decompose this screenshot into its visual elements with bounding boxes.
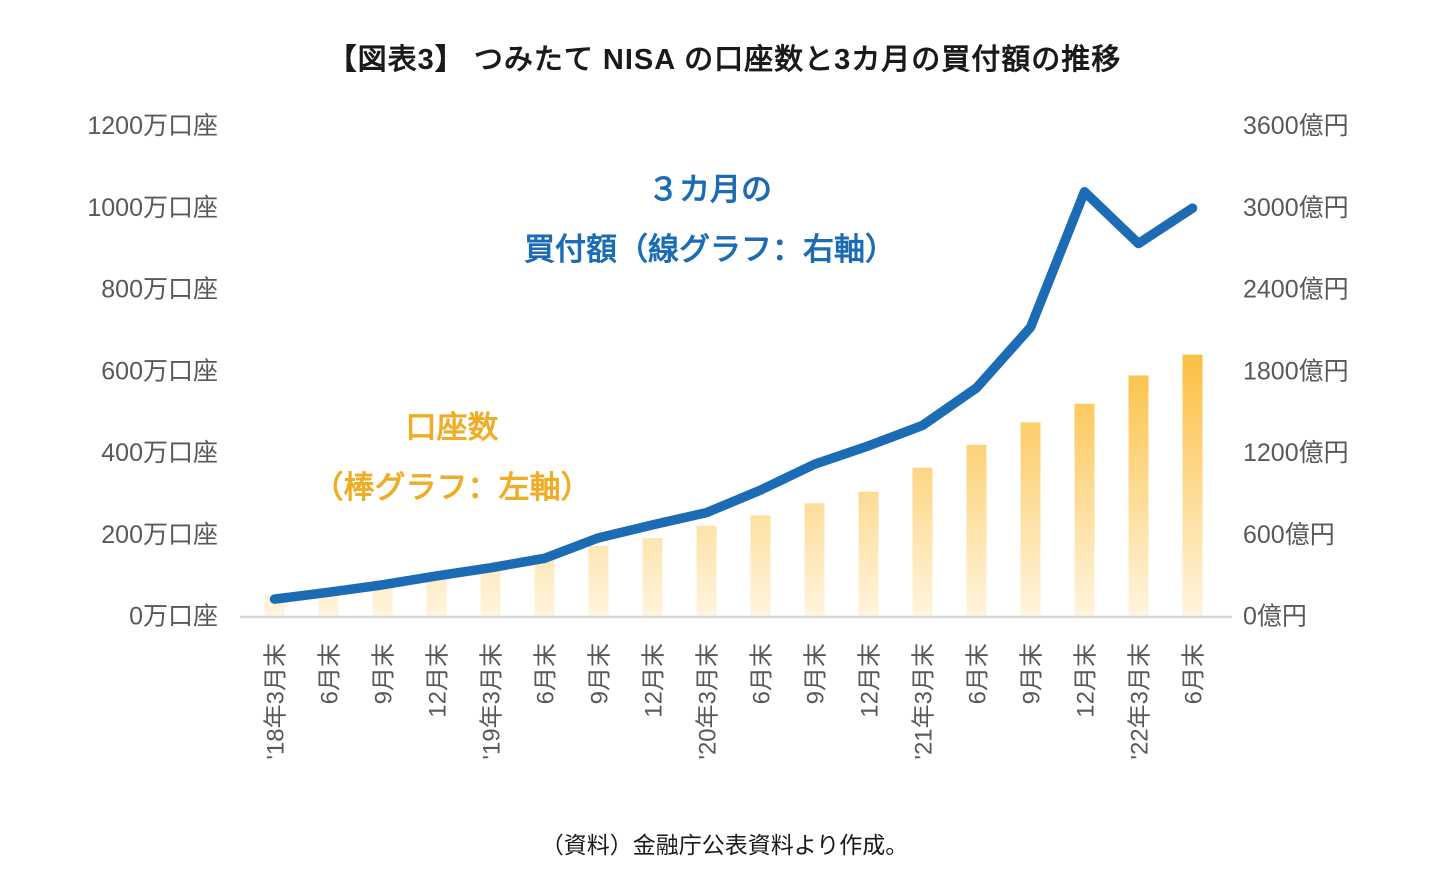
bar-9月末 — [1020, 422, 1041, 616]
x-axis-tick-label: '21年3月末 — [911, 643, 938, 760]
x-axis-tick-label: 12月末 — [425, 643, 452, 718]
bar-'22年3月末 — [1128, 375, 1149, 616]
bar-9月末 — [804, 503, 825, 616]
bar-6月末 — [750, 515, 771, 616]
x-axis-tick-label: '18年3月末 — [263, 643, 290, 760]
bar-12月末 — [642, 538, 663, 616]
bar-6月末 — [1182, 354, 1203, 616]
left-axis-tick-label: 1000万口座 — [87, 194, 218, 222]
x-axis-tick-label: 9月末 — [371, 643, 398, 704]
right-axis-tick-label: 600億円 — [1243, 521, 1335, 549]
x-axis-tick-label: 6月末 — [965, 643, 992, 704]
bar-'19年3月末 — [480, 563, 501, 616]
right-axis-tick-label: 1800億円 — [1243, 357, 1349, 385]
line-series-annotation-line1: ３カ月の — [648, 172, 772, 207]
bar-12月末 — [426, 573, 447, 616]
x-axis-tick-label: 12月末 — [641, 643, 668, 718]
line-series-annotation-line2: 買付額（線グラフ：右軸） — [524, 232, 896, 267]
right-axis-tick-label: 1200億円 — [1243, 439, 1349, 467]
x-axis-tick-label: '19年3月末 — [479, 643, 506, 760]
bar-9月末 — [588, 545, 609, 616]
x-axis-tick-label: 12月末 — [857, 643, 884, 718]
x-axis-tick-label: 6月末 — [317, 643, 344, 704]
bar-12月末 — [858, 491, 879, 616]
left-axis-tick-label: 600万口座 — [101, 357, 218, 385]
bar-series-annotation-line2: （棒グラフ：左軸） — [312, 470, 592, 505]
x-axis-tick-label: 9月末 — [1019, 643, 1046, 704]
right-axis-tick-label: 3000億円 — [1243, 194, 1349, 222]
left-axis-tick-label: 1200万口座 — [87, 112, 218, 140]
x-axis-tick-label: 6月末 — [1181, 643, 1208, 704]
x-axis-tick-label: 6月末 — [749, 643, 776, 704]
x-axis-tick-label: 9月末 — [587, 643, 614, 704]
chart-source: （資料）金融庁公表資料より作成。 — [540, 832, 909, 858]
bar-6月末 — [966, 444, 987, 616]
bar-series-annotation: 口座数 （棒グラフ：左軸） — [313, 398, 592, 518]
x-axis-tick-label: 9月末 — [803, 643, 830, 704]
left-axis-tick-label: 400万口座 — [101, 439, 218, 467]
right-axis-tick-label: 2400億円 — [1243, 276, 1349, 304]
right-axis-tick-label: 3600億円 — [1243, 112, 1349, 140]
x-axis-tick-label: 12月末 — [1073, 643, 1100, 718]
bar-6月末 — [534, 555, 555, 616]
x-axis-tick-label: 6月末 — [533, 643, 560, 704]
line-series-annotation: ３カ月の 買付額（線グラフ：右軸） — [524, 160, 896, 280]
bar-'21年3月末 — [912, 467, 933, 616]
right-axis-tick-label: 0億円 — [1243, 603, 1307, 631]
page-title: 【図表3】 つみたて NISA の口座数と3カ月の買付額の推移 — [327, 44, 1122, 76]
x-axis-tick-label: '22年3月末 — [1127, 643, 1154, 760]
bar-series-annotation-line1: 口座数 — [405, 410, 499, 445]
left-axis-tick-label: 0万口座 — [129, 603, 218, 631]
left-axis-tick-label: 200万口座 — [101, 521, 218, 549]
left-axis-tick-label: 800万口座 — [101, 276, 218, 304]
bar-series — [264, 354, 1203, 616]
x-axis-tick-label: '20年3月末 — [695, 643, 722, 760]
purchase-amount-line — [269, 187, 1198, 604]
bar-12月末 — [1074, 403, 1095, 616]
bar-'20年3月末 — [696, 525, 717, 616]
